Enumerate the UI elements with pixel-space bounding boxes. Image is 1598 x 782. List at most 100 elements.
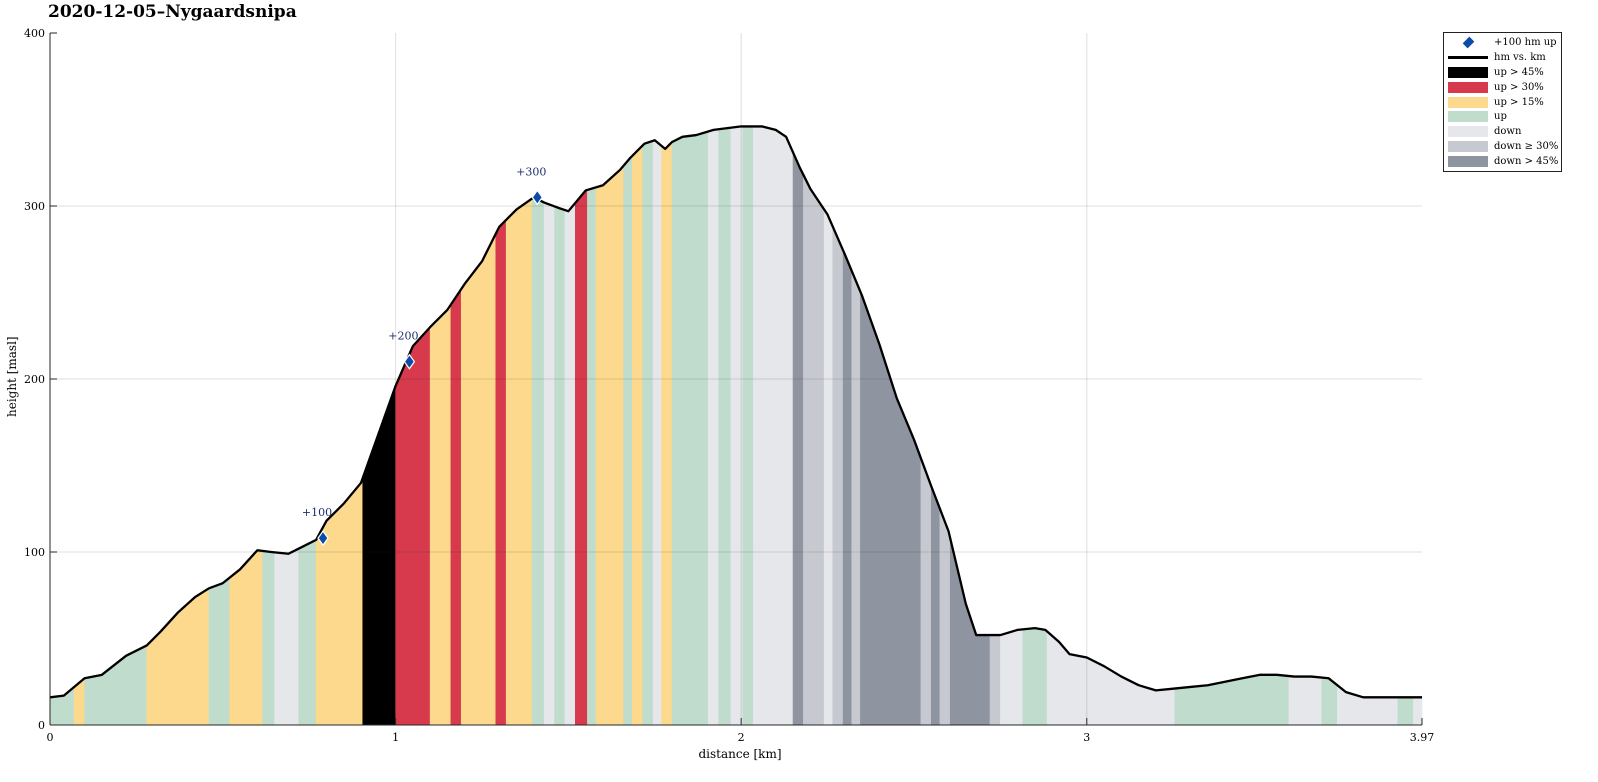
segment-down-ge-30 — [803, 174, 825, 726]
x-tick-label: 0 — [47, 731, 54, 744]
hm-marker — [531, 189, 544, 206]
x-tick-label: 1 — [392, 731, 399, 744]
segment-down — [823, 208, 834, 726]
segment-down — [1413, 697, 1423, 726]
segment-down — [652, 139, 663, 726]
x-tick-label: 2 — [738, 731, 745, 744]
segment-up-gt-30 — [395, 326, 431, 726]
segment-down-gt-45 — [930, 486, 941, 726]
segment-down — [752, 126, 794, 726]
legend-swatch — [1448, 126, 1488, 138]
segment-down-gt-45 — [792, 152, 804, 726]
x-axis-label: distance [km] — [698, 747, 782, 761]
legend-label: down — [1494, 126, 1522, 138]
legend-entry: hm vs. km — [1444, 50, 1561, 65]
segment-down-ge-30 — [832, 226, 844, 726]
segment-up — [1022, 627, 1048, 726]
segment-down-gt-45 — [842, 250, 853, 726]
legend-label: down ≥ 30% — [1494, 141, 1559, 153]
segment-up — [623, 155, 633, 726]
segment-up-gt-15 — [460, 233, 497, 726]
legend-swatch — [1448, 51, 1488, 63]
segment-down-ge-30 — [920, 458, 932, 726]
color-patch-icon — [1448, 126, 1488, 138]
segment-up-gt-30 — [495, 219, 507, 726]
segment-up-gt-15 — [632, 144, 643, 726]
legend-label: hm vs. km — [1494, 51, 1546, 63]
line-icon — [1448, 56, 1488, 59]
diamond-marker-icon — [1462, 36, 1474, 49]
segment-up-gt-30 — [574, 189, 588, 726]
segment-up — [208, 576, 231, 726]
segment-down-ge-30 — [851, 270, 861, 726]
legend-label: down > 45% — [1494, 156, 1559, 168]
segment-down-ge-30 — [989, 634, 1001, 726]
y-tick-label: 200 — [24, 373, 45, 386]
segment-up-gt-15 — [595, 164, 624, 726]
hm-marker — [403, 353, 416, 370]
segment-up — [671, 131, 709, 726]
segment-up — [262, 550, 275, 726]
legend-label: up > 45% — [1494, 66, 1544, 78]
legend-entry: +100 hm up — [1444, 35, 1561, 50]
hm-marker-label: +100 — [302, 506, 332, 519]
color-patch-icon — [1448, 81, 1488, 93]
x-tick-label: 3.97 — [1410, 731, 1435, 744]
segment-up — [742, 126, 754, 726]
legend: +100 hm up hm vs. km up > 45% up > 30% up > … — [1443, 32, 1562, 173]
segment-down — [274, 548, 300, 726]
color-patch-icon — [1448, 96, 1488, 108]
segment-down — [543, 202, 555, 726]
x-tick-label: 3 — [1083, 731, 1090, 744]
segment-up — [554, 205, 566, 726]
legend-entry: down > 45% — [1444, 154, 1561, 169]
legend-entry: up > 45% — [1444, 65, 1561, 80]
legend-label: up — [1494, 111, 1507, 123]
y-axis-label: height [masl] — [5, 336, 19, 417]
chart-title: 2020-12-05–Nygaardsnipa — [48, 2, 297, 22]
segment-up — [298, 539, 317, 726]
legend-entry: up > 15% — [1444, 95, 1561, 110]
legend-swatch — [1448, 156, 1488, 168]
segment-up-gt-15 — [505, 197, 533, 726]
y-tick-label: 100 — [24, 546, 45, 559]
legend-swatch — [1448, 36, 1488, 49]
segment-down — [1000, 628, 1024, 726]
hm-marker-label: +300 — [516, 165, 546, 178]
segment-up-gt-15 — [429, 303, 452, 726]
legend-label: up > 30% — [1494, 81, 1544, 93]
segment-up — [642, 140, 654, 726]
segment-up-gt-15 — [229, 549, 263, 726]
legend-swatch — [1448, 66, 1488, 78]
hm-marker-label: +200 — [388, 330, 418, 343]
legend-swatch — [1448, 81, 1488, 93]
color-patch-icon — [1448, 156, 1488, 168]
segment-down — [564, 202, 576, 726]
segment-up-gt-30 — [450, 288, 462, 726]
color-patch-icon — [1448, 141, 1488, 153]
color-patch-icon — [1448, 111, 1488, 123]
legend-entry: down — [1444, 124, 1561, 139]
hm-marker — [317, 530, 329, 547]
legend-label: +100 hm up — [1494, 36, 1557, 48]
profile-line — [49, 125, 1422, 699]
segment-down — [1288, 675, 1323, 726]
segment-up — [1397, 697, 1414, 726]
legend-label: up > 15% — [1494, 96, 1544, 108]
legend-entry: up > 30% — [1444, 80, 1561, 95]
segment-down — [708, 128, 720, 726]
y-tick-label: 300 — [24, 200, 45, 213]
y-tick-label: 400 — [24, 27, 45, 40]
segment-up — [718, 127, 732, 726]
segment-up-gt-15 — [661, 141, 673, 726]
segment-up — [587, 186, 597, 726]
segment-down-ge-30 — [939, 508, 951, 726]
segment-up — [531, 197, 545, 726]
legend-swatch — [1448, 96, 1488, 108]
legend-entry: up — [1444, 109, 1561, 124]
legend-swatch — [1448, 141, 1488, 153]
legend-swatch — [1448, 111, 1488, 123]
color-patch-icon — [1448, 66, 1488, 78]
y-tick-label: 0 — [38, 719, 45, 732]
